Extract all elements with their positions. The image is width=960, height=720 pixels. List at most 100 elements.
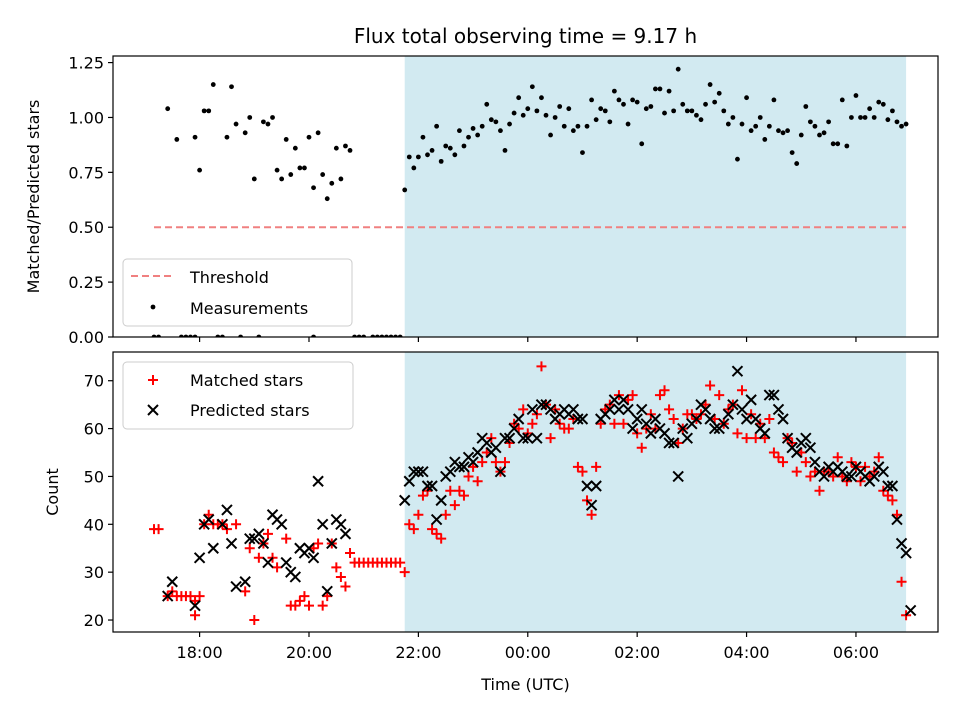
point-predicted-stars xyxy=(790,446,803,459)
point-measurements xyxy=(876,99,882,105)
point-measurements xyxy=(694,112,699,118)
point-predicted-stars xyxy=(636,403,648,416)
point-predicted-stars xyxy=(877,465,890,478)
point-matched-stars xyxy=(445,485,456,496)
point-matched-stars xyxy=(472,476,483,487)
point-predicted-stars xyxy=(868,470,880,483)
point-predicted-stars xyxy=(453,461,466,473)
point-measurements xyxy=(712,99,718,105)
point-measurements xyxy=(192,134,198,140)
y-tick-label: 0.25 xyxy=(68,273,104,292)
point-measurements xyxy=(525,106,531,112)
point-matched-stars xyxy=(591,461,602,472)
point-matched-stars xyxy=(468,461,479,472)
point-predicted-stars xyxy=(608,394,621,406)
point-measurements xyxy=(716,90,722,96)
point-matched-stars xyxy=(705,380,716,391)
point-matched-stars xyxy=(832,452,843,463)
axes-frame xyxy=(112,351,939,633)
point-measurements xyxy=(602,108,608,114)
point-predicted-stars xyxy=(699,403,712,416)
point-matched-stars xyxy=(313,538,324,549)
point-predicted-stars xyxy=(576,413,589,425)
point-predicted-stars xyxy=(503,432,516,444)
point-matched-stars xyxy=(240,586,251,597)
point-measurements xyxy=(484,101,490,107)
legend-measurements-label: Measurements xyxy=(190,299,308,318)
point-matched-stars xyxy=(290,600,301,611)
point-predicted-stars xyxy=(727,398,739,411)
point-measurements xyxy=(735,156,740,162)
point-measurements xyxy=(174,137,180,142)
point-matched-stars xyxy=(404,519,415,530)
point-measurements xyxy=(757,115,763,120)
point-measurements xyxy=(725,121,731,127)
point-predicted-stars xyxy=(781,432,794,444)
point-predicted-stars xyxy=(289,571,302,583)
point-predicted-stars xyxy=(321,585,333,598)
point-matched-stars xyxy=(664,404,675,415)
point-predicted-stars xyxy=(763,389,776,401)
point-predicted-stars xyxy=(886,480,899,492)
point-measurements xyxy=(498,128,503,134)
point-measurements xyxy=(798,132,804,138)
point-predicted-stars xyxy=(718,418,730,430)
point-predicted-stars xyxy=(257,537,270,550)
point-matched-stars xyxy=(536,361,547,372)
point-measurements xyxy=(438,158,444,164)
point-measurements xyxy=(607,119,613,125)
point-predicted-stars xyxy=(845,470,858,483)
point-matched-stars xyxy=(417,490,428,501)
point-predicted-stars xyxy=(749,413,762,425)
point-matched-stars xyxy=(563,423,574,434)
legend: Threshold Measurements xyxy=(122,258,353,327)
point-matched-stars xyxy=(272,562,283,573)
point-predicted-stars xyxy=(677,422,689,435)
point-matched-stars xyxy=(244,543,255,554)
y-tick-label: 1.00 xyxy=(68,108,104,127)
point-predicted-stars xyxy=(804,442,817,454)
point-measurements xyxy=(862,115,868,120)
point-predicted-stars xyxy=(759,427,771,440)
point-measurements xyxy=(197,167,203,173)
point-measurements xyxy=(552,115,558,120)
point-measurements xyxy=(903,121,909,127)
point-predicted-stars xyxy=(316,518,329,531)
point-measurements xyxy=(447,145,453,151)
point-predicted-stars xyxy=(481,437,493,449)
point-measurements xyxy=(785,128,790,134)
y-tick-label: 20 xyxy=(84,611,104,630)
point-measurements xyxy=(529,84,535,90)
axes-frame xyxy=(112,55,939,338)
point-measurements xyxy=(839,97,845,103)
point-matched-stars xyxy=(654,390,665,401)
point-predicted-stars xyxy=(690,413,703,425)
point-measurements xyxy=(242,130,248,136)
point-predicted-stars xyxy=(430,513,443,526)
point-measurements xyxy=(548,132,553,138)
point-measurements xyxy=(415,154,421,160)
point-matched-stars xyxy=(805,471,816,482)
point-predicted-stars xyxy=(303,542,315,554)
point-measurements xyxy=(739,121,745,127)
point-measurements xyxy=(324,196,330,202)
point-measurements xyxy=(434,123,440,129)
point-measurements xyxy=(817,132,822,138)
legend-box xyxy=(122,258,353,327)
point-matched-stars xyxy=(340,581,351,592)
point-measurements xyxy=(621,101,626,107)
observing-interval-shade xyxy=(404,352,907,632)
point-measurements xyxy=(625,121,631,127)
point-measurements xyxy=(639,141,645,147)
point-measurements xyxy=(885,117,891,123)
point-predicted-stars xyxy=(244,532,256,545)
point-matched-stars xyxy=(896,576,907,587)
point-measurements xyxy=(557,104,563,109)
point-matched-stars xyxy=(887,495,898,506)
point-predicted-stars xyxy=(745,394,757,406)
point-predicted-stars xyxy=(777,413,789,425)
point-measurements xyxy=(826,119,832,125)
point-predicted-stars xyxy=(426,480,438,492)
point-matched-stars xyxy=(185,591,196,602)
